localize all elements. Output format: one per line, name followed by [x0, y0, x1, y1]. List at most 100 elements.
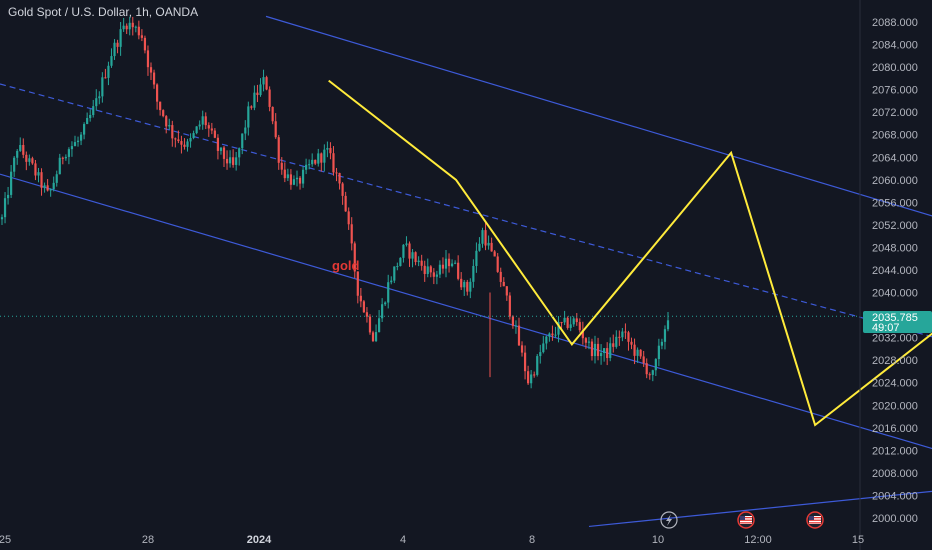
price-axis[interactable]: 2088.000 2084.000 2080.000 2076.000 2072.000… — [859, 0, 918, 550]
candle-body — [566, 317, 569, 328]
candle-body — [645, 363, 648, 375]
candle-body — [393, 266, 396, 281]
candle-body — [192, 133, 195, 139]
candle-body — [52, 182, 55, 190]
annotation-gold[interactable]: gold — [332, 258, 359, 273]
candle-body — [350, 224, 353, 244]
channel-upper-line — [265, 15, 932, 217]
price-tick-label: 2016.000 — [872, 423, 918, 435]
candle-body — [58, 157, 61, 175]
candle-body — [648, 374, 651, 376]
candle-body — [633, 344, 636, 356]
candle-body — [110, 56, 113, 66]
price-tick-label: 2084.000 — [872, 40, 918, 52]
candle-body — [235, 157, 238, 165]
price-tick-label: 2052.000 — [872, 220, 918, 232]
price-tick-label: 2024.000 — [872, 378, 918, 390]
price-tick-label: 2064.000 — [872, 152, 918, 164]
candle-body — [490, 242, 493, 252]
candle-body — [411, 252, 414, 259]
candle-body — [19, 144, 22, 151]
candle-body — [612, 343, 615, 347]
candle-body — [438, 264, 442, 275]
candle-body — [244, 127, 247, 134]
candle-body — [572, 318, 575, 325]
candle-body — [530, 374, 533, 384]
candle-body — [134, 26, 137, 28]
candle-body — [271, 106, 274, 122]
candle-body — [435, 274, 438, 277]
price-label-box — [863, 311, 932, 333]
candle-body — [186, 141, 189, 147]
candle-body — [466, 281, 469, 292]
candle-body — [335, 172, 338, 174]
candle-body — [663, 329, 667, 342]
candle-body — [140, 35, 143, 38]
candle-body — [89, 115, 92, 119]
candle-body — [107, 65, 110, 78]
lightning-bolt-icon[interactable] — [660, 511, 678, 529]
time-tick-label: 2024 — [247, 534, 272, 546]
candle-body — [37, 172, 40, 176]
candle-body — [247, 106, 250, 128]
time-tick-label: 4 — [400, 534, 406, 546]
candle-body — [152, 72, 156, 85]
candle-body — [356, 271, 359, 296]
candle-body — [295, 177, 299, 180]
candle-body — [277, 137, 280, 163]
time-axis[interactable]: 25 28 2024 4 8 10 12:00 15 — [0, 534, 864, 546]
candle-body — [481, 230, 484, 244]
candle-body — [64, 156, 67, 159]
candle-body — [618, 336, 621, 338]
candle-body — [73, 142, 77, 147]
candle-body — [125, 25, 128, 30]
candle-body — [3, 198, 7, 218]
candle-body — [180, 141, 183, 145]
price-tick-label: 2040.000 — [872, 288, 918, 300]
price-tick-label: 2068.000 — [872, 130, 918, 142]
us-flag-icon[interactable] — [737, 511, 755, 529]
price-label[interactable]: 2035.785 49:07 — [863, 311, 932, 334]
candle-body — [338, 172, 341, 184]
candle-body — [499, 271, 502, 282]
candle-body — [320, 153, 323, 163]
candle-body — [131, 22, 134, 28]
candle-body — [22, 144, 25, 155]
candle-body — [204, 116, 207, 126]
price-tick-label: 2076.000 — [872, 85, 918, 97]
candle-body — [183, 144, 186, 147]
candle-body — [420, 260, 423, 266]
candle-body — [323, 149, 326, 163]
candle-body — [551, 333, 554, 336]
price-tick-label: 2080.000 — [872, 62, 918, 74]
candle-body — [92, 106, 95, 116]
price-tick-label: 2008.000 — [872, 468, 918, 480]
price-tick-label: 2004.000 — [872, 490, 918, 502]
candle-body — [70, 146, 74, 150]
candle-body — [575, 318, 578, 323]
candle-body — [162, 110, 165, 117]
candle-body — [268, 89, 271, 107]
candle-body — [49, 189, 52, 191]
candle-body — [454, 262, 457, 264]
candle-body — [305, 164, 308, 170]
zigzag-line — [328, 79, 932, 427]
candle-body — [40, 172, 43, 188]
us-flag-icon[interactable] — [806, 511, 824, 529]
candle-body — [359, 295, 362, 302]
candle-body — [651, 370, 654, 375]
candle-body — [460, 278, 463, 288]
candle-body — [344, 195, 347, 212]
candle-body — [332, 153, 335, 173]
candles[interactable] — [0, 16, 670, 389]
candle-body — [259, 84, 262, 96]
candle-body — [381, 304, 384, 319]
candle-body — [171, 125, 174, 139]
candle-body — [590, 341, 594, 357]
candle-body — [396, 266, 399, 268]
candle-body — [98, 96, 101, 99]
zigzag-projection[interactable] — [328, 79, 932, 476]
candle-body — [308, 164, 311, 166]
candle-body — [387, 282, 390, 303]
